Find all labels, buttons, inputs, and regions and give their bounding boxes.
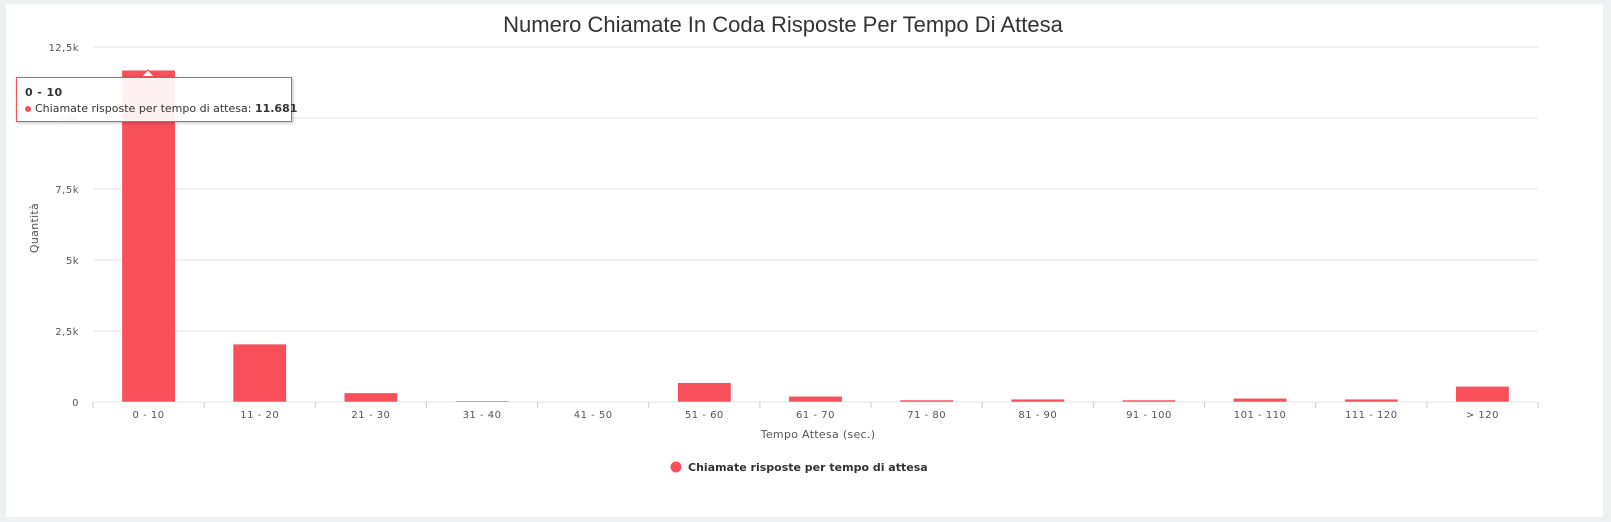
y-tick-label: 2,5k (55, 327, 79, 338)
bars[interactable] (121, 70, 1510, 403)
x-tick-label: 61 - 70 (796, 410, 835, 421)
x-tick-label: 51 - 60 (685, 410, 724, 421)
y-tick-label: 0 (72, 398, 79, 409)
tooltip-row: Chiamate risposte per tempo di attesa: 1… (25, 102, 297, 115)
bar[interactable] (1122, 399, 1176, 403)
bar[interactable] (1344, 398, 1399, 403)
bar[interactable] (455, 400, 509, 403)
x-tick-label: 111 - 120 (1345, 410, 1398, 421)
legend[interactable]: Chiamate risposte per tempo di attesa (670, 461, 928, 474)
bar[interactable] (1455, 386, 1510, 403)
bar[interactable] (677, 382, 732, 403)
tooltip-pointer (141, 69, 155, 77)
x-tick-label: 11 - 20 (240, 410, 279, 421)
bar[interactable] (1010, 398, 1065, 403)
bar[interactable] (788, 396, 843, 403)
x-tick-label: 21 - 30 (351, 410, 390, 421)
tooltip: 0 - 10 Chiamate risposte per tempo di at… (16, 77, 297, 122)
x-tick-label: 71 - 80 (907, 410, 946, 421)
grid-lines (93, 46, 1538, 403)
x-tick-label: 0 - 10 (133, 410, 165, 421)
x-tick-label: 31 - 40 (463, 410, 502, 421)
bar[interactable] (899, 399, 954, 403)
bar[interactable] (1233, 398, 1288, 403)
legend-label[interactable]: Chiamate risposte per tempo di attesa (688, 461, 928, 474)
y-tick-label: 12,5k (48, 43, 79, 54)
chart-title: Numero Chiamate In Coda Risposte Per Tem… (503, 12, 1063, 37)
x-axis-ticks: 0 - 10 11 - 20 21 - 30 31 - 40 41 - 50 51 - 6… (92, 402, 1539, 421)
bar[interactable] (343, 392, 398, 403)
y-tick-label: 5k (66, 256, 79, 267)
bar-chart: Numero Chiamate In Coda Risposte Per Tem… (28, 12, 1539, 474)
x-axis-label: Tempo Attesa (sec.) (760, 428, 876, 441)
tooltip-series-marker (25, 106, 31, 112)
x-tick-label: > 120 (1466, 410, 1499, 421)
y-tick-label: 7,5k (55, 185, 79, 196)
tooltip-series-label: Chiamate risposte per tempo di attesa: (35, 102, 255, 115)
x-tick-label: 91 - 100 (1126, 410, 1172, 421)
chart-panel: Numero Chiamate In Coda Risposte Per Tem… (6, 4, 1603, 517)
y-axis-label: Quantità (28, 203, 41, 253)
x-tick-label: 101 - 110 (1234, 410, 1287, 421)
bar[interactable] (232, 343, 287, 403)
legend-marker (670, 461, 682, 473)
tooltip-header: 0 - 10 (25, 86, 63, 99)
x-tick-label: 41 - 50 (574, 410, 613, 421)
x-tick-label: 81 - 90 (1018, 410, 1057, 421)
tooltip-value: 11.681 (254, 102, 298, 115)
bar[interactable] (121, 70, 176, 403)
